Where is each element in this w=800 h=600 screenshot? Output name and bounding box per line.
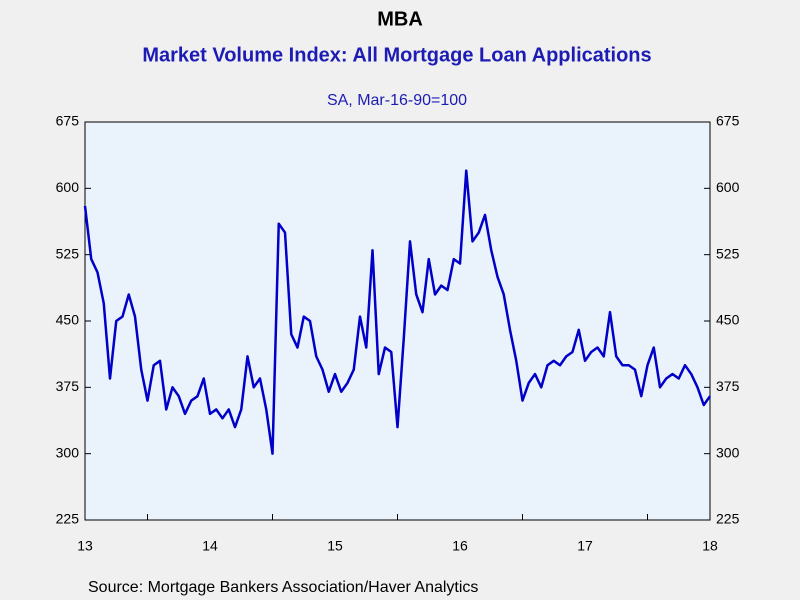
y-tick-label: 675 <box>56 113 80 129</box>
y2-tick-label: 600 <box>716 179 740 195</box>
x-tick-label: 15 <box>327 538 343 554</box>
y2-tick-label: 375 <box>716 378 740 394</box>
y-tick-label: 525 <box>56 245 80 261</box>
y-tick-label: 600 <box>56 179 80 195</box>
data-line <box>83 169 712 455</box>
y-tick-label: 225 <box>56 511 80 527</box>
y2-tick-label: 675 <box>716 113 740 129</box>
y2-tick-label: 300 <box>716 444 740 460</box>
y2-tick-label: 225 <box>716 511 740 527</box>
y-tick-label: 450 <box>56 312 80 328</box>
y2-tick-label: 525 <box>716 245 740 261</box>
chart-subtitle: Market Volume Index: All Mortgage Loan A… <box>142 44 651 66</box>
chart-title: MBA <box>377 8 423 30</box>
x-tick-label: 16 <box>452 538 468 554</box>
axis-note: SA, Mar-16-90=100 <box>327 92 467 109</box>
x-tick-label: 17 <box>577 538 593 554</box>
y-tick-label: 300 <box>56 444 80 460</box>
x-tick-label: 18 <box>702 538 718 554</box>
source-note: Source: Mortgage Bankers Association/Hav… <box>88 579 478 596</box>
plot-area <box>84 121 711 521</box>
x-tick-label: 13 <box>77 538 93 554</box>
x-tick-label: 14 <box>202 538 218 554</box>
y-tick-label: 375 <box>56 378 80 394</box>
y2-tick-label: 450 <box>716 312 740 328</box>
